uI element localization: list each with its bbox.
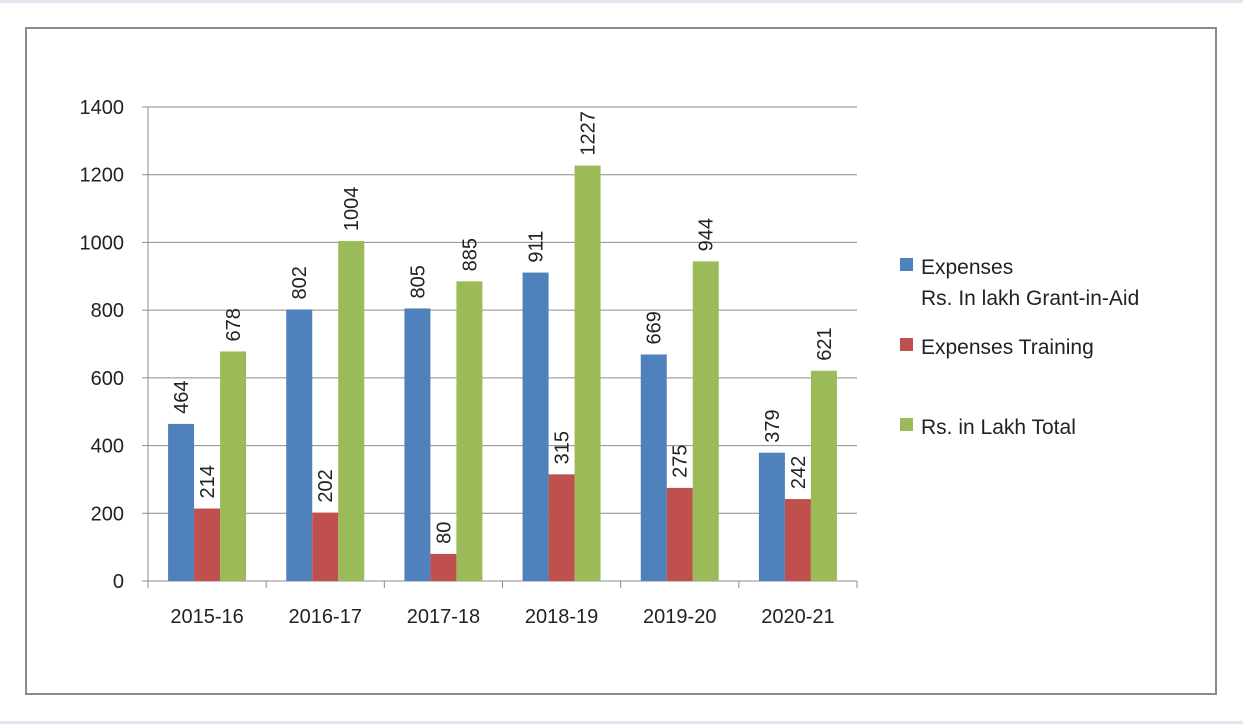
data-label: 885 (459, 238, 481, 271)
bar (168, 423, 195, 581)
bar (666, 487, 693, 581)
x-tick-label: 2016-17 (289, 606, 362, 628)
bottom-rule (0, 721, 1243, 724)
x-tick-label: 2017-18 (407, 606, 480, 628)
y-tick-label: 1200 (80, 165, 125, 187)
x-tick-label: 2018-19 (525, 606, 598, 628)
data-label: 802 (289, 266, 311, 299)
y-tick-label: 0 (113, 571, 124, 593)
bar (810, 370, 837, 581)
data-label: 214 (197, 465, 219, 498)
bar (758, 452, 785, 581)
data-label: 1004 (341, 187, 363, 232)
y-tick-label: 200 (91, 503, 124, 525)
data-label: 464 (171, 381, 193, 414)
legend-swatch (900, 418, 913, 431)
data-label: 1227 (578, 111, 600, 156)
top-rule (0, 0, 1243, 3)
bar (220, 351, 247, 581)
data-label: 379 (762, 409, 784, 442)
y-tick-label: 800 (91, 300, 124, 322)
data-label: 80 (433, 522, 455, 544)
legend-label: Rs. in Lakh Total (921, 416, 1076, 439)
legend-label: Rs. In lakh Grant-in-Aid (921, 287, 1139, 310)
bar (548, 474, 575, 581)
data-label: 202 (315, 469, 337, 502)
x-tick-label: 2020-21 (761, 606, 834, 628)
bar (522, 272, 549, 581)
data-label: 805 (407, 265, 429, 298)
bar (404, 308, 431, 581)
data-label: 315 (552, 431, 574, 464)
data-label: 678 (223, 308, 245, 341)
bar (194, 508, 221, 581)
data-label: 621 (814, 327, 836, 360)
y-tick-label: 1000 (80, 232, 125, 254)
data-label: 944 (696, 218, 718, 251)
x-tick-label: 2015-16 (170, 606, 243, 628)
bar (312, 512, 339, 581)
legend-swatch (900, 258, 913, 271)
bar (338, 241, 365, 581)
legend-label: Expenses (921, 256, 1013, 279)
y-tick-label: 600 (91, 368, 124, 390)
data-label: 669 (644, 311, 666, 344)
legend-swatch (900, 338, 913, 351)
bar (784, 499, 811, 581)
bar (286, 309, 313, 581)
data-label: 911 (526, 231, 548, 263)
bar (640, 354, 667, 581)
data-label: 242 (788, 456, 810, 489)
bar (430, 553, 457, 581)
bar (456, 281, 483, 581)
x-tick-label: 2019-20 (643, 606, 716, 628)
y-tick-label: 1400 (80, 97, 125, 119)
bar (692, 261, 719, 581)
data-label: 275 (670, 445, 692, 478)
legend-label: Expenses Training (921, 336, 1094, 359)
y-tick-label: 400 (91, 436, 124, 458)
bar (574, 165, 601, 581)
